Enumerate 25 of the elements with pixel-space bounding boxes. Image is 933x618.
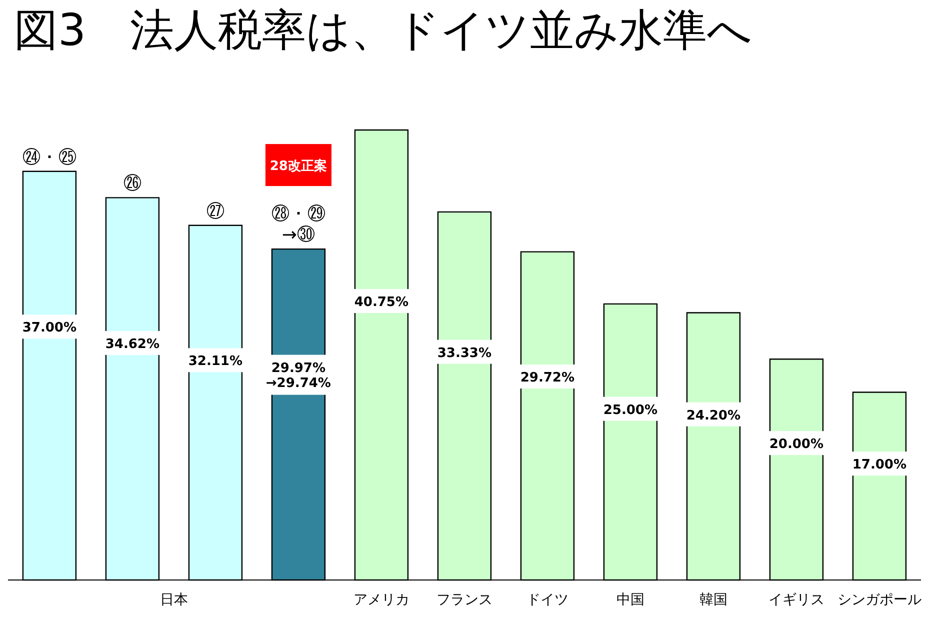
annotation: ㉖ (123, 174, 142, 195)
chart-title: 図3 法人税率は、ドイツ並み水準へ (14, 4, 753, 56)
data-label: 20.00% (769, 437, 824, 452)
x-tick-label: ドイツ (526, 592, 568, 608)
data-label: 37.00% (22, 320, 77, 336)
data-label: 40.75% (354, 295, 409, 310)
data-label: 29.72% (520, 370, 575, 386)
data-label: 32.11% (188, 354, 243, 370)
x-tick-label: シンガポール (838, 592, 922, 608)
x-tick-label: フランス (436, 592, 492, 608)
annotation: ㉔・㉕ (22, 147, 76, 168)
data-label: 29.97% →29.74% (266, 360, 331, 391)
data-label: 25.00% (603, 402, 658, 418)
data-label: 34.62% (105, 336, 160, 352)
annotation: ㉗ (206, 201, 224, 222)
x-tick-label: 中国 (616, 592, 644, 608)
x-tick-label: イギリス (768, 592, 824, 608)
data-label: 24.20% (686, 408, 741, 424)
annotation: 28改正案 (270, 158, 327, 174)
text: 日本 (160, 592, 188, 608)
data-label: 33.33% (437, 346, 492, 361)
x-tick-label: 韓国 (700, 592, 728, 608)
x-tick-label: アメリカ (354, 592, 410, 608)
annotation: ㉘・㉙ →㉚ (271, 204, 326, 246)
data-label: 17.00% (852, 458, 907, 473)
